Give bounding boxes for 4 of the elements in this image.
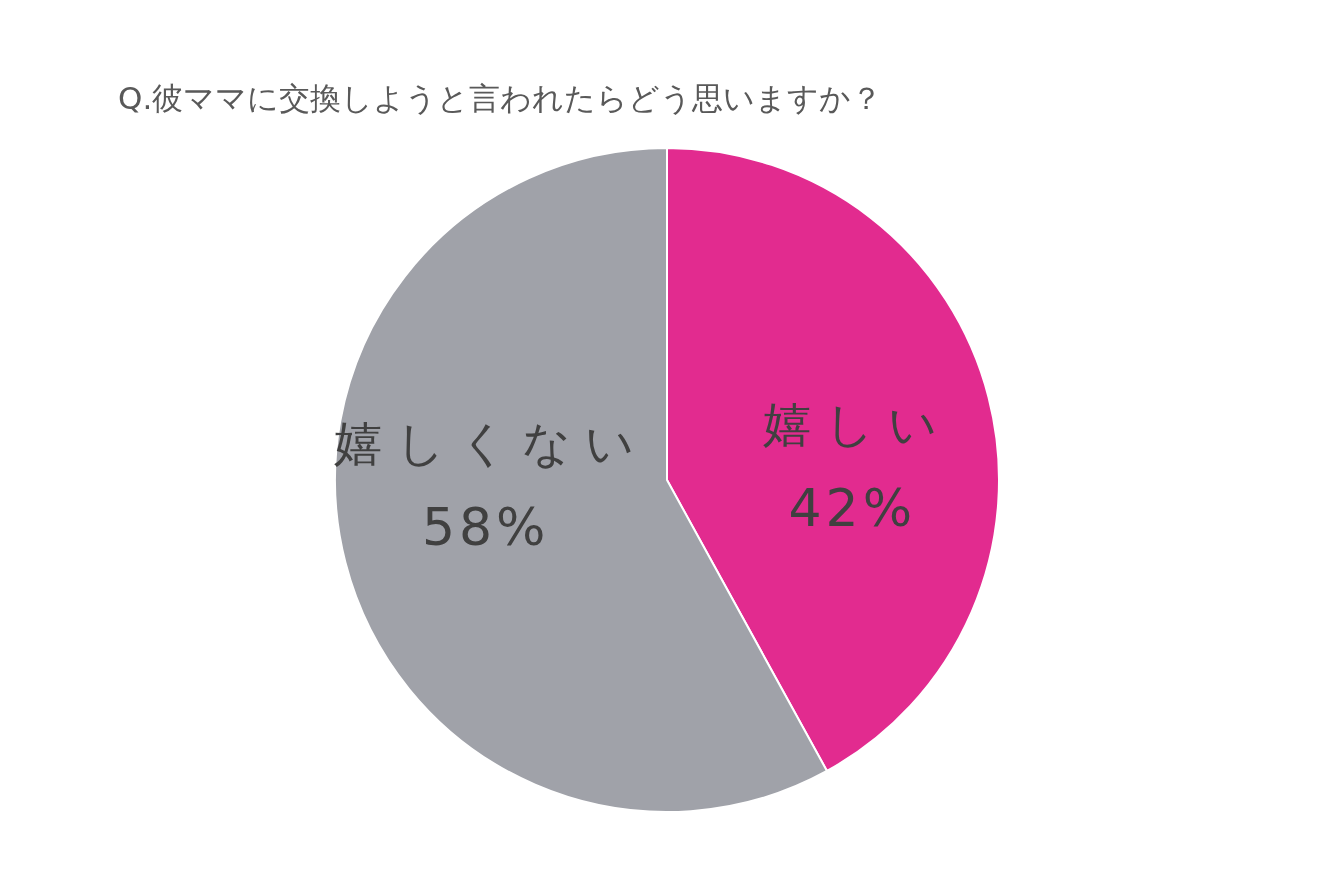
data-label: 58%: [421, 497, 550, 558]
data-label: 42%: [788, 477, 917, 538]
slice-label: 嬉しい: [763, 395, 952, 452]
chart-title: Q.彼ママに交換しようと言われたらどう思いますか？: [118, 79, 883, 118]
